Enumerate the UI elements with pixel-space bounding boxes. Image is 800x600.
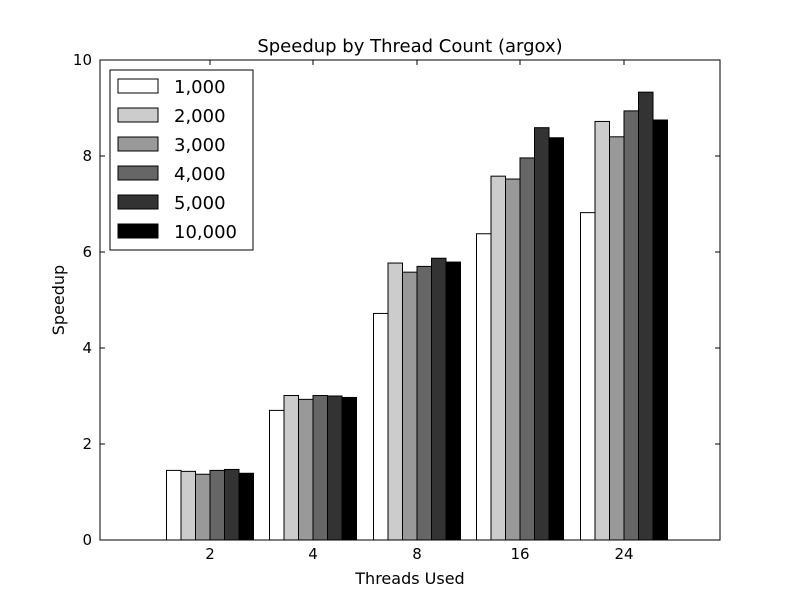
bar-8-5000 — [431, 257, 447, 541]
bar-16-5000 — [534, 127, 550, 541]
bar-24-2000 — [594, 120, 610, 541]
y-tick-label: 0 — [82, 531, 92, 549]
legend-swatch — [117, 165, 159, 181]
bar-8-3000 — [402, 271, 418, 541]
bar-24-5000 — [638, 91, 654, 541]
bar-24-3000 — [609, 136, 625, 541]
y-axis-label: Speedup — [49, 265, 68, 335]
bar-24-10000 — [652, 119, 668, 541]
y-tick-label: 8 — [82, 147, 92, 165]
x-tick-label: 16 — [510, 545, 529, 563]
bar-4-4000 — [312, 395, 328, 541]
bar-8-1000 — [373, 312, 389, 541]
y-tick-label: 10 — [73, 51, 92, 69]
legend-label: 2,000 — [174, 106, 226, 127]
bar-2-5000 — [224, 468, 240, 541]
bar-4-2000 — [283, 395, 299, 541]
x-tick-label: 24 — [614, 545, 633, 563]
legend-swatch — [117, 136, 159, 152]
bar-24-1000 — [580, 212, 596, 541]
bar-4-5000 — [327, 395, 343, 541]
bar-2-3000 — [195, 473, 211, 541]
legend-label: 1,000 — [174, 77, 226, 98]
legend-box — [109, 69, 254, 251]
legend-label: 4,000 — [174, 164, 226, 185]
legend-label: 10,000 — [174, 222, 237, 243]
y-tick-label: 2 — [82, 435, 92, 453]
bar-4-1000 — [269, 409, 285, 541]
bar-2-2000 — [180, 470, 196, 541]
bar-2-4000 — [209, 469, 225, 541]
bar-2-10000 — [238, 472, 254, 541]
bar-4-10000 — [341, 396, 357, 541]
bar-16-4000 — [519, 157, 535, 541]
x-tick-label: 2 — [205, 545, 215, 563]
x-tick-label: 8 — [412, 545, 422, 563]
bar-16-10000 — [548, 137, 564, 541]
bar-8-4000 — [416, 265, 432, 541]
y-tick-label: 4 — [82, 339, 92, 357]
legend-swatch — [117, 78, 159, 94]
chart-title: Speedup by Thread Count (argox) — [257, 36, 562, 57]
bar-16-1000 — [476, 233, 492, 541]
y-tick-label: 6 — [82, 243, 92, 261]
bar-8-10000 — [445, 261, 461, 541]
legend-label: 5,000 — [174, 193, 226, 214]
x-axis-label: Threads Used — [354, 569, 464, 588]
bar-4-3000 — [298, 398, 314, 541]
legend: 1,000 2,000 3,000 4,000 5,000 10,000 — [109, 69, 254, 251]
bars-group — [166, 91, 668, 541]
bar-24-4000 — [623, 110, 639, 541]
bar-16-3000 — [505, 178, 521, 541]
legend-swatch — [117, 223, 159, 239]
bar-2-1000 — [166, 469, 182, 541]
bar-16-2000 — [490, 175, 506, 541]
legend-swatch — [117, 107, 159, 123]
bar-8-2000 — [387, 262, 403, 541]
legend-swatch — [117, 194, 159, 210]
plot-frame — [99, 59, 721, 541]
x-tick-label: 4 — [308, 545, 318, 563]
legend-label: 3,000 — [174, 135, 226, 156]
